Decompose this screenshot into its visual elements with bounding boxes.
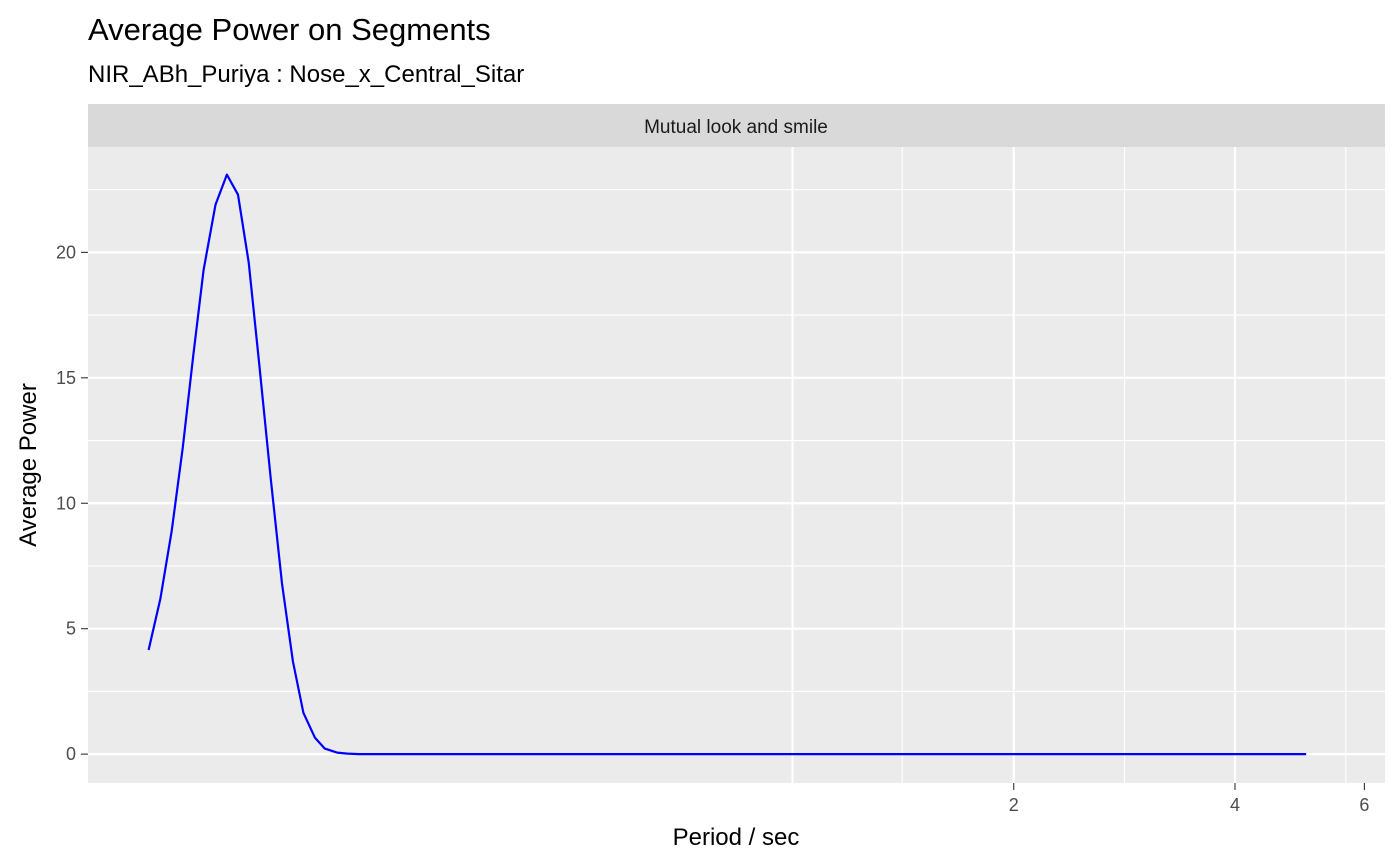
x-axis-title: Period / sec: [673, 824, 800, 851]
x-axis: 2 4 6: [1009, 783, 1369, 815]
series-line: [147, 173, 1307, 756]
grid-major: [88, 147, 1385, 783]
y-axis: 0 5 10 15 20: [56, 242, 88, 764]
facet-label: Mutual look and smile: [644, 117, 828, 138]
y-tick-label: 20: [56, 242, 76, 262]
x-tick-label: 4: [1230, 795, 1240, 815]
y-tick-label: 10: [56, 493, 76, 513]
facet-strip: [88, 104, 1385, 147]
y-axis-title: Average Power: [15, 383, 42, 547]
plot-panel: [88, 147, 1385, 783]
x-tick-label: 6: [1359, 795, 1369, 815]
y-tick-label: 5: [66, 619, 76, 639]
y-tick-label: 0: [66, 744, 76, 764]
chart-subtitle: NIR_ABh_Puriya : Nose_x_Central_Sitar: [88, 61, 524, 88]
chart-title: Average Power on Segments: [88, 12, 491, 47]
series-layer: [147, 173, 1307, 756]
x-tick-label: 2: [1009, 795, 1019, 815]
y-tick-label: 15: [56, 368, 76, 388]
